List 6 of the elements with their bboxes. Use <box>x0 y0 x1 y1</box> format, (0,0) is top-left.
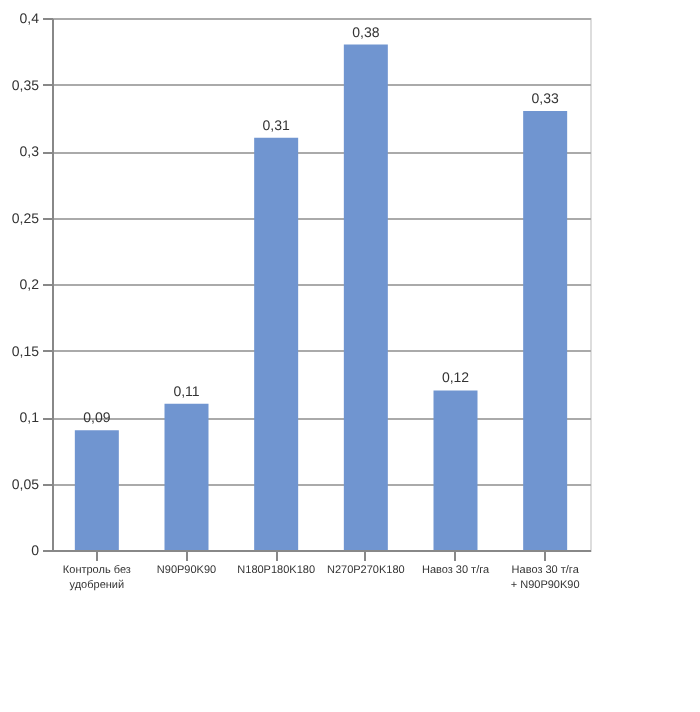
bar <box>164 403 209 550</box>
bar <box>343 44 388 550</box>
bar <box>254 137 299 550</box>
bar <box>433 390 478 550</box>
bar <box>74 430 119 550</box>
bar <box>523 111 568 550</box>
